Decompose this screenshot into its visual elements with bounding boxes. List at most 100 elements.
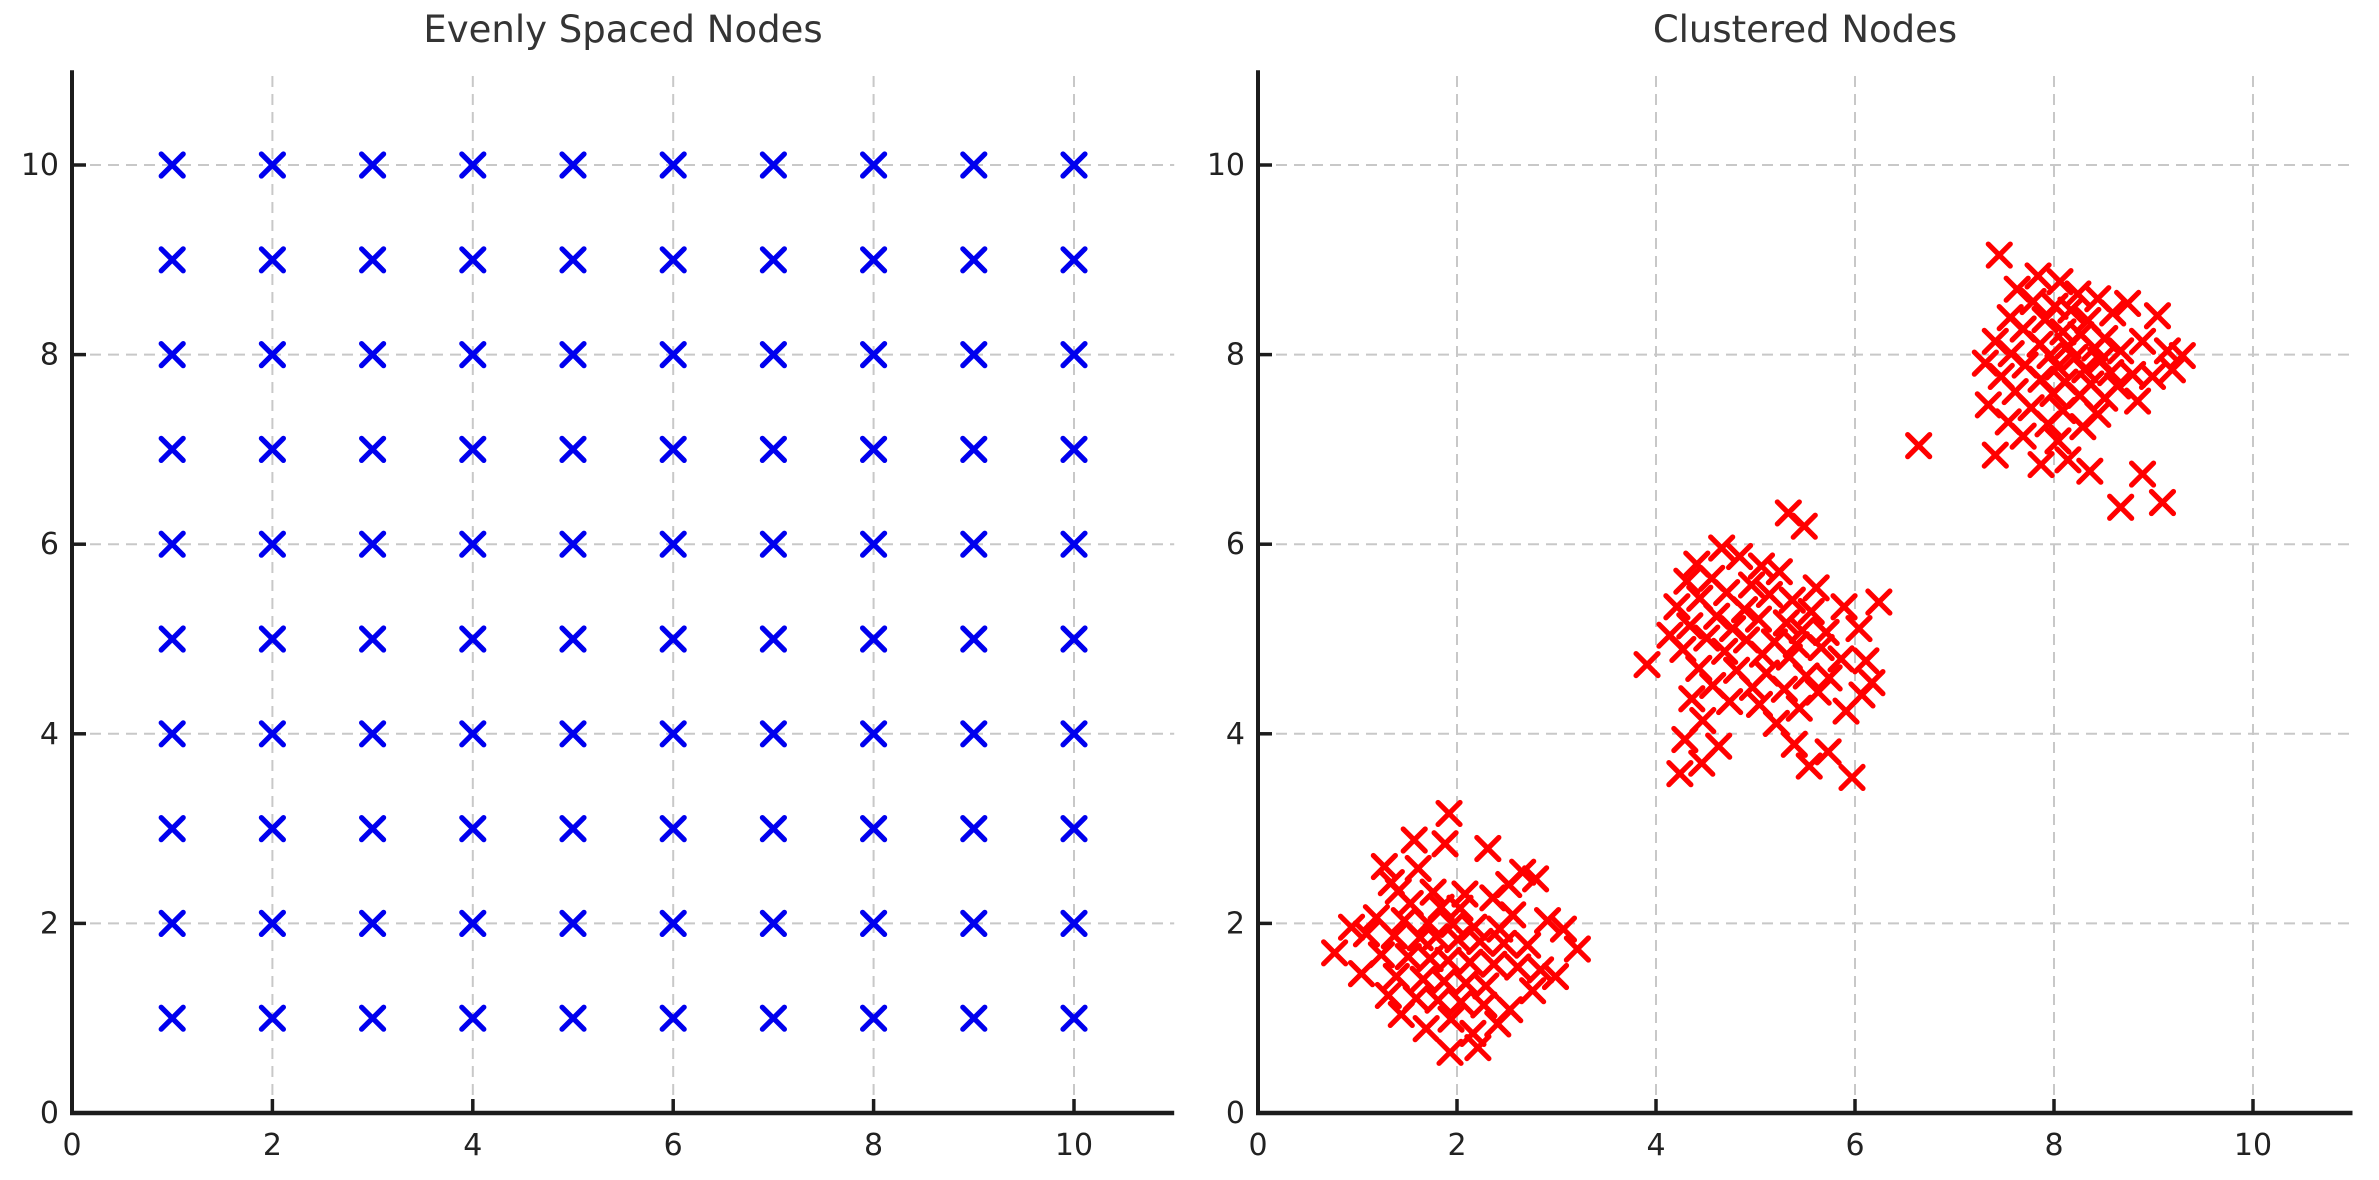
cluster-1-marker bbox=[1431, 830, 1459, 858]
grid-node-marker bbox=[359, 246, 387, 274]
x-tick-label: 6 bbox=[664, 1128, 683, 1163]
x-tick-label: 2 bbox=[263, 1128, 282, 1163]
x-tick-label: 10 bbox=[1055, 1128, 1093, 1163]
cluster-1-marker bbox=[1459, 1019, 1487, 1047]
cluster-2-marker bbox=[1782, 631, 1810, 659]
cluster-1-marker bbox=[1436, 1038, 1464, 1066]
grid-node-marker bbox=[559, 530, 587, 558]
cluster-2-marker bbox=[1730, 596, 1759, 624]
cluster-3-marker bbox=[2143, 302, 2172, 330]
grid-node-marker bbox=[1060, 435, 1088, 463]
grid-node-marker bbox=[459, 815, 487, 843]
cluster-3-marker bbox=[2148, 488, 2177, 517]
grid-node-marker bbox=[258, 530, 286, 558]
grid-node-marker bbox=[1060, 909, 1088, 937]
right-plot-gridlines bbox=[1258, 70, 2353, 1113]
cluster-1-marker bbox=[1387, 1000, 1415, 1029]
grid-node-marker bbox=[559, 1004, 587, 1032]
grid-node-marker bbox=[459, 909, 487, 937]
cluster-2-marker bbox=[1845, 614, 1873, 643]
grid-node-marker bbox=[759, 815, 787, 843]
cluster-2-marker bbox=[1738, 673, 1767, 701]
grid-node-marker bbox=[659, 151, 687, 179]
grid-node-marker bbox=[158, 341, 186, 369]
grid-node-marker bbox=[1060, 720, 1088, 748]
cluster-1-marker bbox=[1466, 927, 1494, 956]
cluster-2-marker bbox=[1693, 624, 1721, 652]
cluster-2-marker bbox=[1830, 593, 1858, 621]
grid-node-marker bbox=[258, 909, 286, 937]
cluster-2-marker bbox=[1725, 542, 1754, 571]
grid-node-marker bbox=[559, 151, 587, 179]
grid-node-marker bbox=[659, 530, 687, 558]
x-tick-label: 6 bbox=[1845, 1128, 1864, 1163]
grid-node-marker bbox=[960, 530, 988, 558]
cluster-2-marker bbox=[1666, 760, 1694, 788]
cluster-1-marker bbox=[1522, 865, 1550, 893]
grid-node-marker bbox=[359, 1004, 387, 1032]
y-tick-label: 8 bbox=[40, 338, 59, 373]
cluster-2-marker bbox=[1708, 534, 1736, 562]
x-tick-label: 10 bbox=[2234, 1128, 2272, 1163]
cluster-1-marker bbox=[1514, 931, 1542, 959]
cluster-3-marker bbox=[2107, 493, 2135, 521]
grid-node-marker bbox=[459, 151, 487, 179]
grid-node-marker bbox=[158, 815, 186, 843]
cluster-1-marker bbox=[1382, 962, 1410, 991]
grid-node-marker bbox=[258, 815, 286, 843]
grid-node-marker bbox=[659, 341, 687, 369]
x-tick-label: 0 bbox=[62, 1128, 81, 1163]
cluster-1-marker bbox=[1409, 965, 1437, 993]
grid-node-marker bbox=[659, 435, 687, 463]
cluster-3-marker bbox=[2069, 413, 2097, 441]
cluster-1-marker bbox=[1404, 854, 1432, 883]
cluster-3-marker bbox=[2158, 356, 2187, 384]
grid-node-marker bbox=[1060, 815, 1088, 843]
grid-node-marker bbox=[359, 625, 387, 653]
cluster-2-marker bbox=[1832, 697, 1860, 725]
grid-node-marker bbox=[459, 435, 487, 463]
cluster-1-marker bbox=[1435, 799, 1463, 828]
right-plot-markers bbox=[1321, 241, 2196, 1066]
cluster-1-marker bbox=[1451, 880, 1479, 908]
cluster-1-marker bbox=[1374, 981, 1402, 1010]
grid-node-marker bbox=[759, 720, 787, 748]
cluster-3-marker bbox=[2168, 341, 2196, 370]
right-plot-title: Clustered Nodes bbox=[1652, 8, 1958, 51]
cluster-1-marker bbox=[1447, 988, 1475, 1016]
x-tick-label: 0 bbox=[1248, 1128, 1267, 1163]
grid-node-marker bbox=[860, 530, 888, 558]
cluster-1-marker bbox=[1474, 834, 1502, 863]
grid-node-marker bbox=[1060, 625, 1088, 653]
grid-node-marker bbox=[1060, 151, 1088, 179]
left-plot-gridlines bbox=[72, 70, 1175, 1113]
cluster-1-marker bbox=[1394, 942, 1422, 971]
cluster-3-marker bbox=[2054, 446, 2082, 474]
cluster-3-marker bbox=[2057, 296, 2085, 324]
grid-node-marker bbox=[659, 815, 687, 843]
cluster-1-marker bbox=[1446, 894, 1474, 922]
cluster-1-marker bbox=[1504, 953, 1532, 981]
grid-node-marker bbox=[559, 909, 587, 937]
cluster-3-marker bbox=[2071, 356, 2099, 384]
grid-node-marker bbox=[158, 435, 186, 463]
grid-node-marker bbox=[659, 246, 687, 274]
grid-node-marker bbox=[359, 720, 387, 748]
grid-node-marker bbox=[258, 1004, 286, 1032]
y-tick-label: 6 bbox=[1226, 527, 1245, 562]
cluster-2-marker bbox=[1790, 512, 1818, 540]
y-tick-label: 0 bbox=[40, 1096, 59, 1131]
grid-node-marker bbox=[860, 909, 888, 937]
grid-node-marker bbox=[759, 530, 787, 558]
cluster-2-marker bbox=[1716, 687, 1744, 716]
cluster-1-marker bbox=[1490, 929, 1518, 957]
cluster-3-marker bbox=[2027, 450, 2055, 479]
cluster-3-marker bbox=[2123, 387, 2152, 415]
cluster-2-marker bbox=[1755, 580, 1784, 609]
grid-node-marker bbox=[158, 720, 186, 748]
cluster-3-marker bbox=[2024, 262, 2052, 290]
cluster-2-marker bbox=[1744, 605, 1773, 633]
grid-node-marker bbox=[158, 530, 186, 558]
grid-node-marker bbox=[459, 246, 487, 274]
